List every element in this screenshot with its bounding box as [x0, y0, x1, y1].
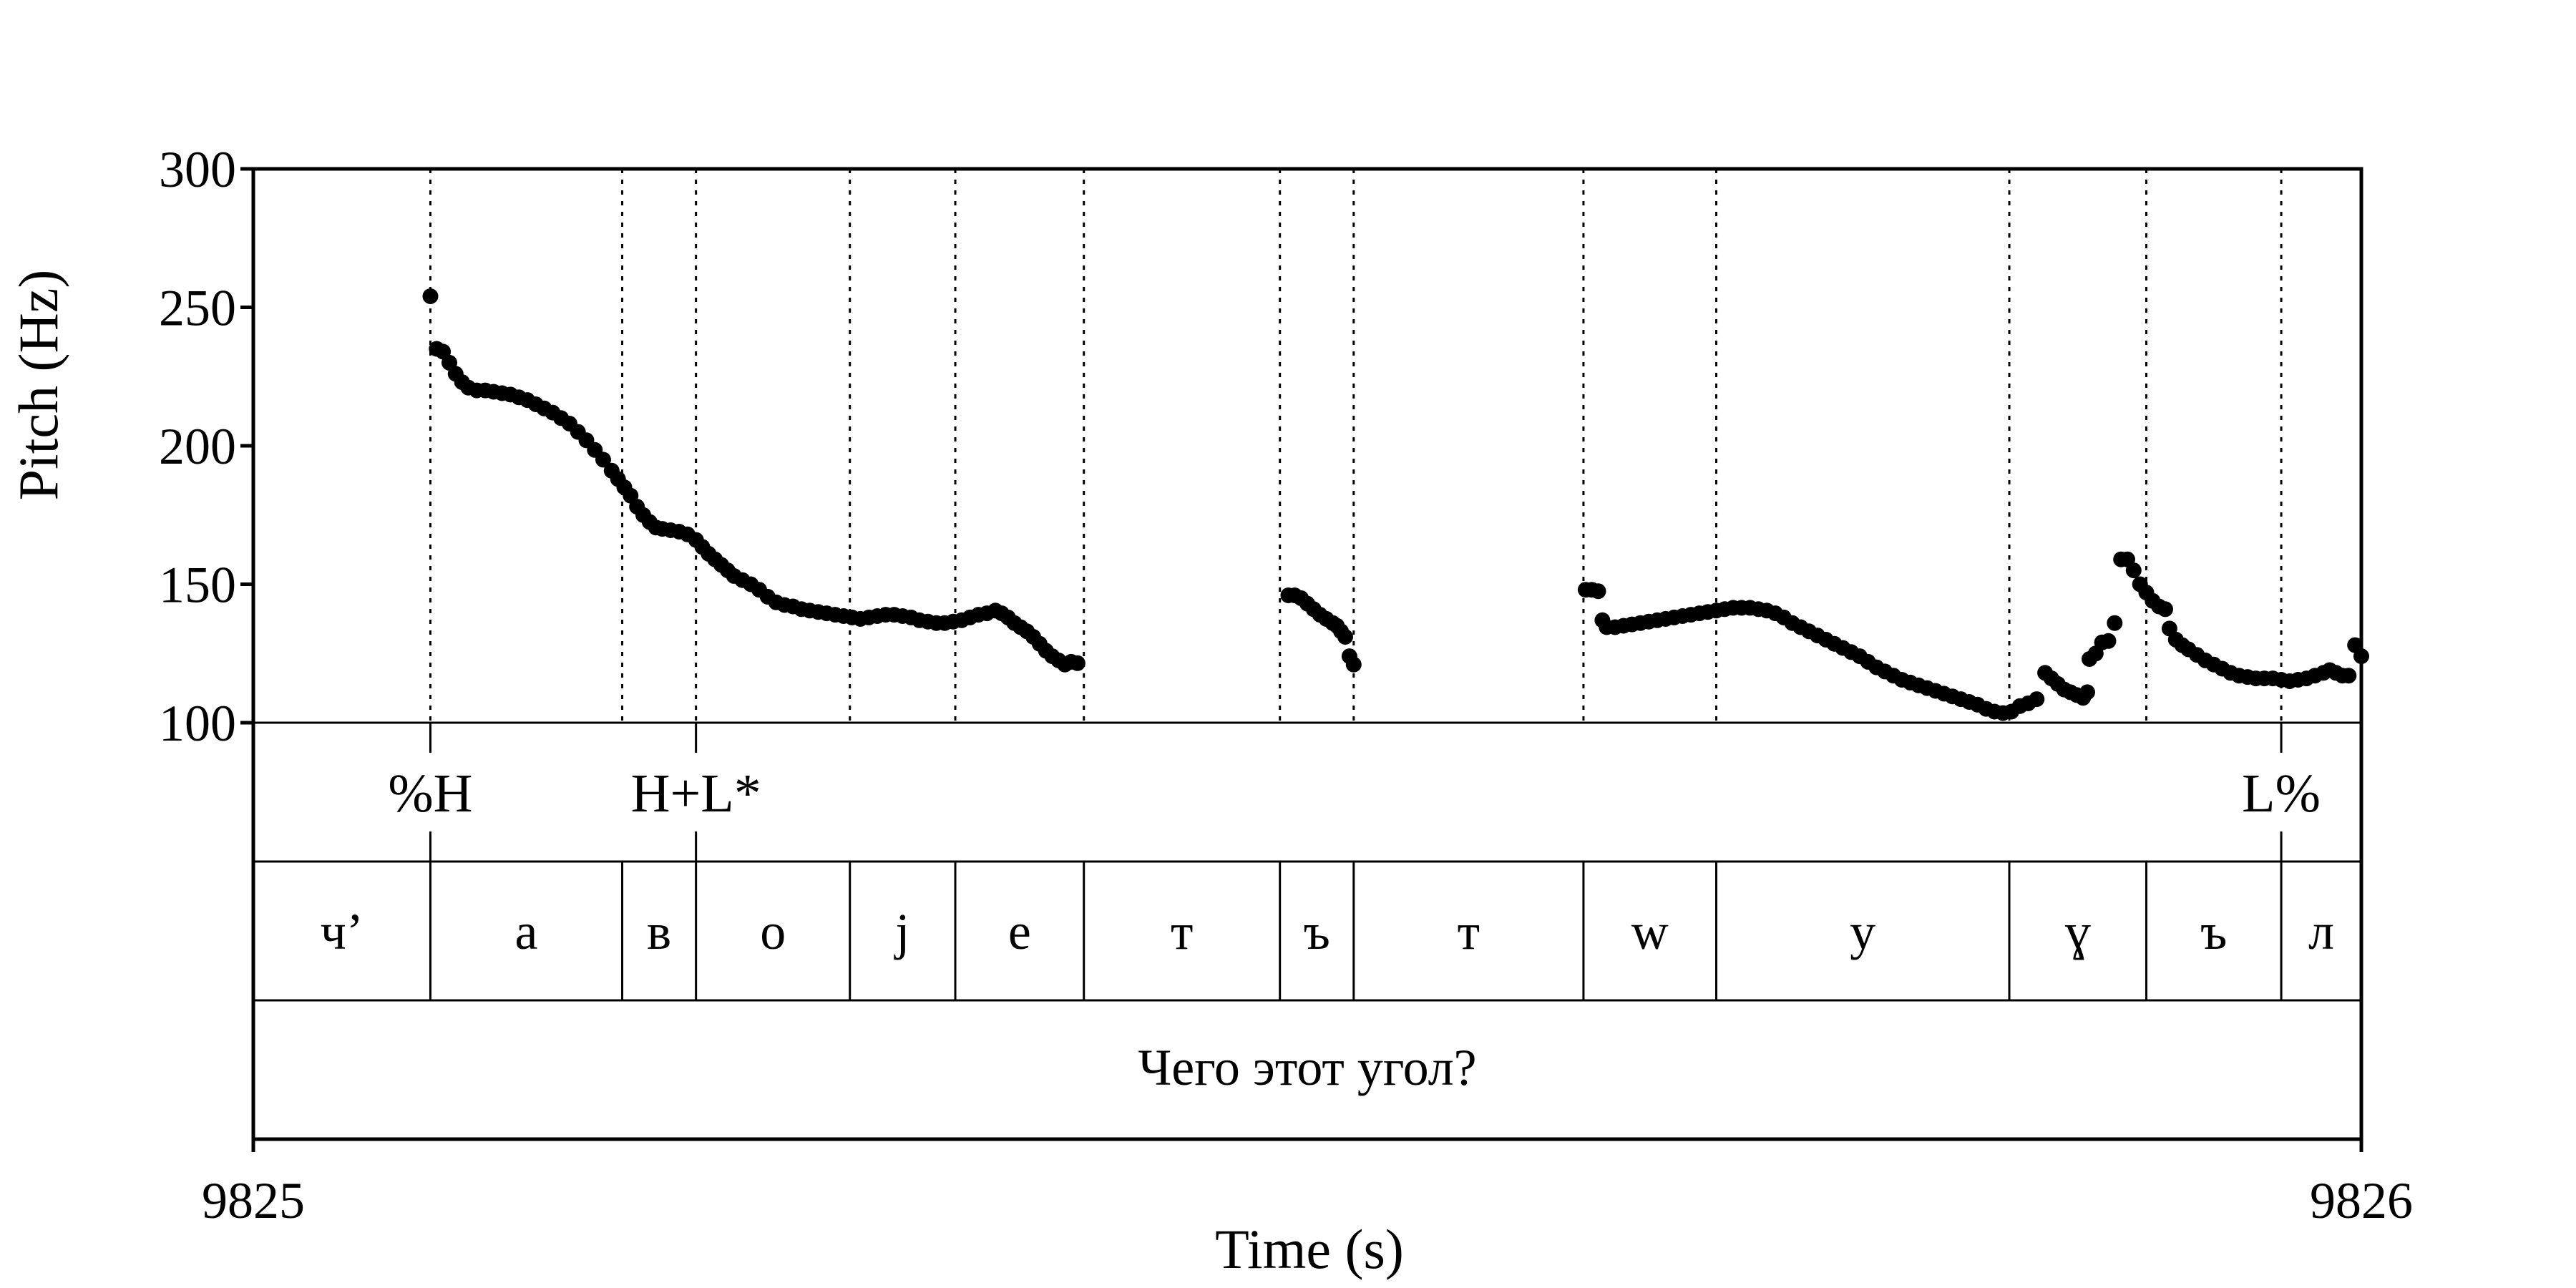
- pitch-point-170: [2125, 562, 2142, 579]
- segment-label-8: т: [1458, 903, 1480, 960]
- segment-label-5: е: [1008, 903, 1031, 960]
- pitch-point-166: [2100, 633, 2117, 649]
- segment-label-4: j: [893, 903, 909, 960]
- x-axis-title: Time (s): [1215, 1218, 1404, 1280]
- pitch-point-175: [2157, 601, 2173, 618]
- segment-label-1: а: [515, 903, 538, 960]
- y-tick-label-4: 300: [159, 141, 236, 198]
- tone-label-2: L%: [2242, 763, 2321, 824]
- pitch-point-96: [1337, 629, 1353, 645]
- x-tick-label-0: 9825: [202, 1172, 305, 1229]
- pitch-point-85: [1069, 655, 1085, 671]
- segment-label-7: ъ: [1304, 903, 1330, 960]
- pitch-point-154: [2029, 691, 2045, 708]
- pitch-point-199: [2341, 668, 2357, 684]
- segment-label-0: ч’: [321, 903, 364, 960]
- phrase-label: Чего этот угол?: [1138, 1039, 1476, 1096]
- segment-label-6: т: [1171, 903, 1193, 960]
- pitch-point-0: [422, 288, 439, 304]
- tone-label-0: %H: [388, 763, 472, 824]
- pitch-points: [422, 288, 2369, 721]
- pitch-point-101: [1590, 583, 1606, 600]
- y-tick-label-1: 150: [159, 557, 236, 614]
- boundary-lines: [429, 169, 2283, 1000]
- segment-label-3: о: [760, 903, 786, 960]
- labels: 100 150 200 250 300 9825 9826 %H H+L* L% ч’ а в о j е т ъ…: [159, 141, 2413, 1229]
- segment-label-13: л: [2308, 903, 2334, 960]
- tier-frame: [240, 167, 2363, 1152]
- segment-label-11: ɣ: [2065, 903, 2091, 960]
- segment-label-10: у: [1850, 903, 1875, 960]
- segment-label-12: ъ: [2200, 903, 2227, 960]
- y-axis-title: Pitch (Hz): [7, 270, 69, 501]
- segment-label-9: w: [1631, 903, 1669, 960]
- pitch-point-162: [2079, 684, 2095, 701]
- y-tick-label-0: 100: [159, 695, 236, 752]
- tone-label-1: H+L*: [631, 763, 761, 824]
- pitch-point-22: [595, 452, 611, 468]
- x-tick-label-1: 9826: [2310, 1172, 2413, 1229]
- pitch-point-167: [2107, 615, 2123, 631]
- y-tick-label-3: 250: [159, 280, 236, 337]
- y-tick-label-2: 200: [159, 418, 236, 475]
- segment-label-2: в: [647, 903, 671, 960]
- pitch-point-98: [1345, 656, 1362, 673]
- plot-frame: [251, 167, 2363, 1141]
